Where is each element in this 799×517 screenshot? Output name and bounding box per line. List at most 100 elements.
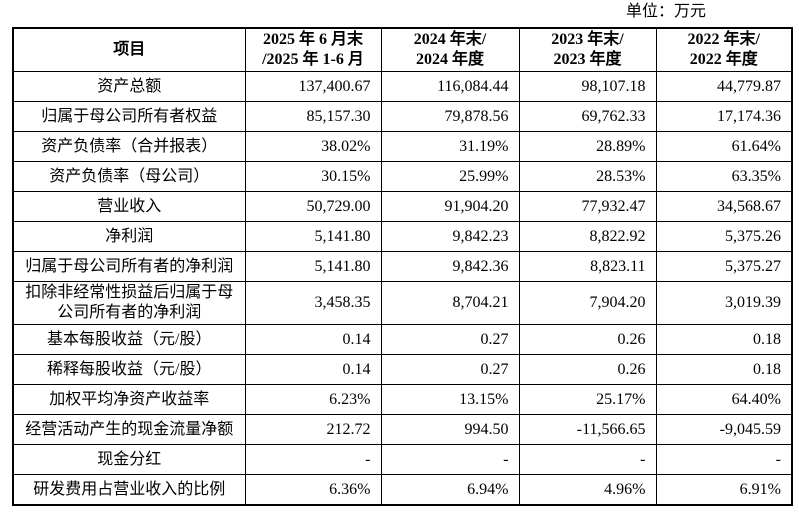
table-row-operating-cash-flow: 经营活动产生的现金流量净额 212.72 994.50 -11,566.65 -… [12, 414, 793, 445]
cell-value: 17,174.36 [655, 101, 793, 132]
cell-value: 212.72 [244, 414, 382, 445]
cell-value: 994.50 [380, 414, 520, 445]
cell-value: 38.02% [244, 131, 382, 162]
cell-value: 5,141.80 [244, 221, 382, 252]
row-label: 现金分红 [12, 444, 246, 475]
table-row-parent-net-profit: 归属于母公司所有者的净利润 5,141.80 9,842.36 8,823.11… [12, 251, 793, 282]
cell-value: 25.17% [518, 384, 657, 415]
header-row: 项目 2025 年 6 月末 /2025 年 1-6 月 2024 年末/ 20… [12, 27, 793, 72]
cell-value: 69,762.33 [518, 101, 657, 132]
row-label: 归属于母公司所有者的净利润 [12, 251, 246, 282]
cell-value: 0.14 [244, 354, 382, 385]
row-label: 净利润 [12, 221, 246, 252]
cell-value: 85,157.30 [244, 101, 382, 132]
table-row-non-recurring-net-profit: 扣除非经常性损益后归属于母公司所有者的净利润 3,458.35 8,704.21… [12, 281, 793, 325]
cell-value: 25.99% [380, 161, 520, 192]
table-row-parent-equity: 归属于母公司所有者权益 85,157.30 79,878.56 69,762.3… [12, 101, 793, 132]
cell-value: 6.94% [380, 474, 520, 506]
row-label: 资产负债率（合并报表） [12, 131, 246, 162]
column-header-item: 项目 [12, 27, 246, 72]
column-header-label: 2024 年度 [415, 51, 484, 68]
column-header-label: 2025 年 6 月末 [262, 31, 363, 48]
table-body: 资产总额 137,400.67 116,084.44 98,107.18 44,… [12, 71, 793, 506]
cell-value: 0.27 [380, 354, 520, 385]
cell-value: 0.18 [655, 324, 793, 355]
cell-value: 0.27 [380, 324, 520, 355]
cell-value: 28.53% [518, 161, 657, 192]
cell-value: 6.36% [244, 474, 382, 506]
table-row-debt-ratio-parent: 资产负债率（母公司） 30.15% 25.99% 28.53% 63.35% [12, 161, 793, 192]
column-header-2022: 2022 年末/ 2022 年度 [655, 27, 793, 72]
cell-value: 98,107.18 [518, 71, 657, 102]
cell-value: 6.23% [244, 384, 382, 415]
unit-label: 单位：万元 [625, 3, 706, 20]
column-header-label: 2023 年末/ [551, 31, 624, 48]
row-label: 加权平均净资产收益率 [12, 384, 246, 415]
column-header-label: 2024 年末/ [413, 31, 487, 48]
cell-value: 0.14 [244, 324, 382, 355]
cell-value: 8,704.21 [380, 281, 520, 325]
cell-value: 64.40% [655, 384, 793, 415]
column-header-2025: 2025 年 6 月末 /2025 年 1-6 月 [244, 27, 382, 72]
cell-value: 4.96% [518, 474, 657, 506]
table-row-weighted-roe: 加权平均净资产收益率 6.23% 13.15% 25.17% 64.40% [12, 384, 793, 415]
table-row-cash-dividend: 现金分红 - - - - [12, 444, 793, 475]
cell-value: 31.19% [380, 131, 520, 162]
column-header-2023: 2023 年末/ 2023 年度 [518, 27, 657, 72]
table-row-total-assets: 资产总额 137,400.67 116,084.44 98,107.18 44,… [12, 71, 793, 102]
column-header-label: /2025 年 1-6 月 [262, 51, 364, 68]
cell-value: 3,458.35 [244, 281, 382, 325]
column-header-label: 2022 年末/ [687, 31, 760, 48]
row-label: 营业收入 [12, 191, 246, 222]
row-label: 研发费用占营业收入的比例 [12, 474, 246, 506]
cell-value: 28.89% [518, 131, 657, 162]
cell-value: 137,400.67 [244, 71, 382, 102]
cell-value: 8,823.11 [518, 251, 657, 282]
cell-value: 30.15% [244, 161, 382, 192]
table-row-rd-expense-ratio: 研发费用占营业收入的比例 6.36% 6.94% 4.96% 6.91% [12, 474, 793, 506]
table-row-operating-revenue: 营业收入 50,729.00 91,904.20 77,932.47 34,56… [12, 191, 793, 222]
cell-value: 5,141.80 [244, 251, 382, 282]
row-label: 资产总额 [12, 71, 246, 102]
cell-value: - [655, 444, 793, 475]
table-row-debt-ratio-consolidated: 资产负债率（合并报表） 38.02% 31.19% 28.89% 61.64% [12, 131, 793, 162]
cell-value: - [380, 444, 520, 475]
column-header-label: 项目 [113, 41, 146, 58]
cell-value: 0.18 [655, 354, 793, 385]
cell-value: 6.91% [655, 474, 793, 506]
cell-value: 7,904.20 [518, 281, 657, 325]
cell-value: 9,842.23 [380, 221, 520, 252]
cell-value: 13.15% [380, 384, 520, 415]
row-label: 基本每股收益（元/股） [12, 324, 246, 355]
row-label: 经营活动产生的现金流量净额 [12, 414, 246, 445]
cell-value: -9,045.59 [655, 414, 793, 445]
table-row-net-profit: 净利润 5,141.80 9,842.23 8,822.92 5,375.26 [12, 221, 793, 252]
cell-value: 0.26 [518, 324, 657, 355]
column-header-label: 2023 年度 [553, 51, 622, 68]
table-header: 项目 2025 年 6 月末 /2025 年 1-6 月 2024 年末/ 20… [12, 27, 793, 72]
column-header-label: 2022 年度 [689, 51, 758, 68]
cell-value: - [518, 444, 657, 475]
table-row-basic-eps: 基本每股收益（元/股） 0.14 0.27 0.26 0.18 [12, 324, 793, 355]
cell-value: 8,822.92 [518, 221, 657, 252]
column-header-2024: 2024 年末/ 2024 年度 [380, 27, 520, 72]
cell-value: 63.35% [655, 161, 793, 192]
cell-value: 116,084.44 [380, 71, 520, 102]
cell-value: 5,375.27 [655, 251, 793, 282]
financial-summary-table: 项目 2025 年 6 月末 /2025 年 1-6 月 2024 年末/ 20… [12, 27, 793, 506]
cell-value: 50,729.00 [244, 191, 382, 222]
cell-value: - [244, 444, 382, 475]
cell-value: 5,375.26 [655, 221, 793, 252]
cell-value: 61.64% [655, 131, 793, 162]
row-label: 资产负债率（母公司） [12, 161, 246, 192]
cell-value: 77,932.47 [518, 191, 657, 222]
cell-value: 91,904.20 [380, 191, 520, 222]
cell-value: -11,566.65 [518, 414, 657, 445]
cell-value: 3,019.39 [655, 281, 793, 325]
row-label: 稀释每股收益（元/股） [12, 354, 246, 385]
row-label: 归属于母公司所有者权益 [12, 101, 246, 132]
table-row-diluted-eps: 稀释每股收益（元/股） 0.14 0.27 0.26 0.18 [12, 354, 793, 385]
cell-value: 0.26 [518, 354, 657, 385]
cell-value: 9,842.36 [380, 251, 520, 282]
